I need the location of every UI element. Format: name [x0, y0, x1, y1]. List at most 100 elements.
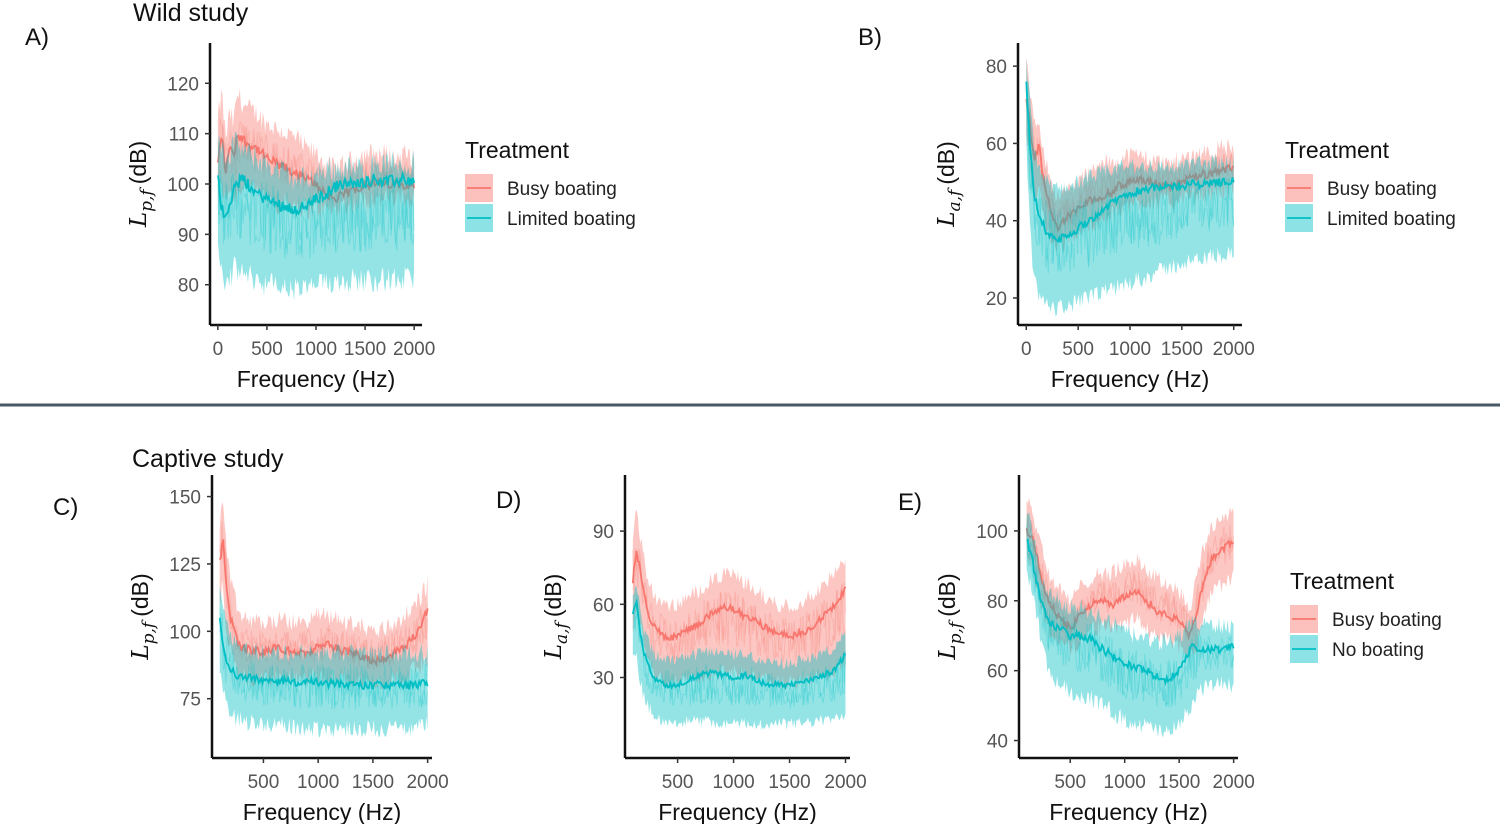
spectrum-texture — [219, 545, 429, 672]
plot-area — [218, 501, 429, 738]
x-axis-title: Frequency (Hz) — [1049, 799, 1207, 824]
y-tick-label: 75 — [180, 690, 201, 711]
spectrum-texture — [217, 169, 415, 259]
section-title-captive: Captive study — [132, 445, 284, 473]
y-axis-unit: (dB) — [127, 573, 153, 616]
x-axis-title: Frequency (Hz) — [243, 799, 401, 824]
y-tick-label: 100 — [169, 622, 201, 643]
x-tick-label: 1500 — [344, 339, 386, 360]
series-line-busy-boating — [1025, 528, 1234, 641]
y-tick-label: 40 — [987, 732, 1008, 753]
confidence-band-busy-boating — [632, 509, 846, 691]
x-tick-label: 500 — [248, 772, 280, 793]
x-axis-title: Frequency (Hz) — [237, 366, 395, 392]
y-axis-title: La,f(dB) — [540, 574, 572, 661]
y-axis-subscript: p,f — [137, 187, 157, 212]
x-tick-label: 500 — [251, 339, 283, 360]
y-tick-label: 150 — [169, 488, 201, 509]
y-axis-unit: (dB) — [540, 574, 566, 617]
series-line-busy-boating — [631, 550, 847, 643]
spectrum-texture — [632, 547, 846, 662]
legend-title: Treatment — [1290, 568, 1395, 594]
panel-b: B) 0 500 1000 1500 2000 20 40 60 80 Frequency (Hz)… — [858, 24, 1456, 392]
series-line-no-boating — [631, 598, 847, 690]
y-tick-label: 80 — [178, 276, 199, 297]
series-line-limited-boating — [1025, 81, 1235, 244]
y-axis-unit: (dB) — [125, 141, 151, 184]
x-tick-label: 1500 — [1158, 772, 1200, 793]
y-tick-label: 30 — [593, 668, 614, 689]
y-axis-symbol: L — [126, 212, 152, 228]
x-tick-label: 0 — [213, 339, 224, 360]
x-tick-label: 500 — [1054, 772, 1086, 793]
confidence-band-limited-boating — [1026, 59, 1234, 317]
y-axis-symbol: L — [935, 644, 961, 660]
y-tick-label: 80 — [987, 592, 1008, 613]
y-tick-label: 125 — [169, 555, 201, 576]
y-tick-label: 40 — [986, 212, 1007, 233]
spectrum-texture — [219, 625, 429, 710]
legend: Treatment Busy boating No boating — [1290, 568, 1442, 663]
legend-item-label: Limited boating — [1327, 209, 1456, 230]
plot-area — [217, 88, 415, 302]
panel-label: C) — [53, 494, 78, 521]
y-axis-title: Lp,f (dB) — [125, 141, 157, 228]
y-axis-subscript: p,f — [946, 619, 966, 644]
x-tick-label: 2000 — [824, 772, 866, 793]
x-tick-label: 1500 — [768, 772, 810, 793]
y-tick-label: 60 — [593, 595, 614, 616]
y-axis-symbol: L — [128, 644, 154, 660]
legend-item-label: Busy boating — [507, 179, 617, 200]
panel-label: B) — [858, 24, 882, 51]
x-tick-label: 0 — [1021, 339, 1032, 360]
legend-title: Treatment — [465, 137, 570, 163]
x-tick-label: 2000 — [1213, 339, 1255, 360]
confidence-band-limited-boating — [217, 131, 415, 302]
x-tick-label: 1500 — [352, 772, 394, 793]
y-axis-title: La,f(dB) — [933, 141, 965, 228]
legend: Treatment Busy boating Limited boating — [1285, 137, 1456, 232]
x-axis-title: Frequency (Hz) — [658, 799, 816, 824]
series-line-no-boating — [1026, 538, 1235, 687]
spectrum-texture — [632, 607, 846, 708]
legend-item-label: Busy boating — [1327, 179, 1437, 200]
confidence-band-busy-boating — [1026, 497, 1234, 661]
panel-label: A) — [25, 24, 49, 51]
x-axis-title: Frequency (Hz) — [1051, 366, 1209, 392]
y-tick-label: 60 — [987, 662, 1008, 683]
legend-item-label: No boating — [1332, 640, 1424, 661]
x-tick-label: 2000 — [393, 339, 435, 360]
x-tick-label: 500 — [1062, 339, 1094, 360]
y-tick-label: 60 — [986, 134, 1007, 155]
series-line-busy-boating — [218, 539, 429, 668]
y-axis-title: Lp,f (dB) — [127, 573, 159, 660]
y-axis-subscript: a,f — [552, 619, 572, 644]
confidence-band-no-boating — [632, 586, 846, 731]
spectrum-texture — [219, 607, 429, 710]
x-tick-label: 2000 — [406, 772, 448, 793]
y-tick-label: 100 — [976, 522, 1008, 543]
x-tick-label: 500 — [662, 772, 694, 793]
y-axis-subscript: a,f — [945, 187, 965, 212]
y-axis-unit: (dB) — [934, 573, 960, 616]
panel-c: C) 500 1000 1500 2000 75 100 125 150 Frequency (H… — [53, 475, 449, 824]
y-tick-label: 80 — [986, 57, 1007, 78]
y-axis-symbol: L — [541, 644, 567, 660]
confidence-band-busy-boating — [219, 501, 428, 690]
confidence-band-no-boating — [219, 586, 428, 738]
series-line-busy-boating — [1025, 98, 1234, 233]
y-tick-label: 90 — [593, 522, 614, 543]
panel-a: A) 0 500 1000 1500 2000 80 90 100 110 120 Frequency… — [25, 24, 636, 392]
y-axis-subscript: p,f — [139, 619, 159, 644]
plot-area — [1025, 57, 1235, 317]
x-tick-label: 1000 — [1104, 772, 1146, 793]
y-axis-title: Lp,f (dB) — [934, 573, 966, 660]
x-tick-label: 2000 — [1213, 772, 1255, 793]
panel-d: D) 500 1000 1500 2000 30 60 90 Frequency (Hz) La,… — [496, 475, 867, 824]
y-tick-label: 20 — [986, 289, 1007, 310]
y-tick-label: 120 — [167, 74, 199, 95]
y-tick-label: 110 — [169, 125, 199, 146]
panel-label: E) — [898, 489, 922, 516]
confidence-band-no-boating — [1026, 512, 1234, 738]
